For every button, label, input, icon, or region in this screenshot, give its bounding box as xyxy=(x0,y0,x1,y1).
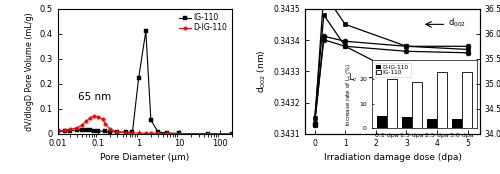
D-IG-110 xyxy=(164,132,170,135)
Line: D-IG-110: D-IG-110 xyxy=(56,114,234,136)
IG-110 xyxy=(83,129,89,131)
IG-110 xyxy=(102,130,108,133)
IG-110 xyxy=(143,30,149,32)
IG-110 xyxy=(155,131,161,133)
D-IG-110 xyxy=(100,118,105,120)
Y-axis label: dV/dlogD Pore Volume (mL/g): dV/dlogD Pore Volume (mL/g) xyxy=(25,12,34,131)
D-IG-110 xyxy=(204,133,210,135)
D-IG-110 xyxy=(79,124,85,126)
IG-110 xyxy=(54,130,60,133)
D-IG-110 xyxy=(155,132,161,135)
D-IG-110 xyxy=(66,128,72,130)
D-IG-110 xyxy=(114,131,120,133)
D-IG-110 xyxy=(88,117,94,119)
D-IG-110 xyxy=(130,132,136,134)
IG-110 xyxy=(124,131,130,133)
D-IG-110 xyxy=(136,132,141,134)
Text: d$_{002}$: d$_{002}$ xyxy=(448,17,466,29)
IG-110 xyxy=(204,133,210,135)
IG-110 xyxy=(229,133,235,135)
Legend: IG-110, D-IG-110: IG-110, D-IG-110 xyxy=(178,13,228,33)
IG-110 xyxy=(114,131,120,133)
IG-110 xyxy=(130,131,136,133)
IG-110 xyxy=(88,129,94,131)
D-IG-110 xyxy=(54,130,60,132)
D-IG-110 xyxy=(143,132,149,134)
D-IG-110 xyxy=(108,128,114,130)
D-IG-110 xyxy=(148,132,154,134)
D-IG-110 xyxy=(176,133,182,135)
IG-110 xyxy=(95,130,101,132)
D-IG-110 xyxy=(229,133,235,135)
D-IG-110 xyxy=(91,115,97,117)
IG-110 xyxy=(62,130,68,132)
D-IG-110 xyxy=(62,129,68,131)
D-IG-110 xyxy=(102,123,108,125)
Text: L$_c$: L$_c$ xyxy=(348,71,358,84)
D-IG-110 xyxy=(95,116,101,118)
IG-110 xyxy=(79,129,85,131)
D-IG-110 xyxy=(83,120,89,122)
IG-110 xyxy=(136,77,141,79)
IG-110 xyxy=(148,119,154,121)
D-IG-110 xyxy=(124,132,130,134)
IG-110 xyxy=(91,130,97,132)
IG-110 xyxy=(66,130,72,132)
X-axis label: Pore Diameter (μm): Pore Diameter (μm) xyxy=(100,153,190,162)
IG-110 xyxy=(74,129,80,131)
Y-axis label: d$_{002}$ (nm): d$_{002}$ (nm) xyxy=(256,50,268,93)
IG-110 xyxy=(176,132,182,135)
Line: IG-110: IG-110 xyxy=(56,30,234,136)
D-IG-110 xyxy=(74,127,80,129)
IG-110 xyxy=(108,131,114,133)
X-axis label: Irradiation damage dose (dpa): Irradiation damage dose (dpa) xyxy=(324,153,462,162)
Text: 65 nm: 65 nm xyxy=(78,92,112,102)
IG-110 xyxy=(164,132,170,134)
